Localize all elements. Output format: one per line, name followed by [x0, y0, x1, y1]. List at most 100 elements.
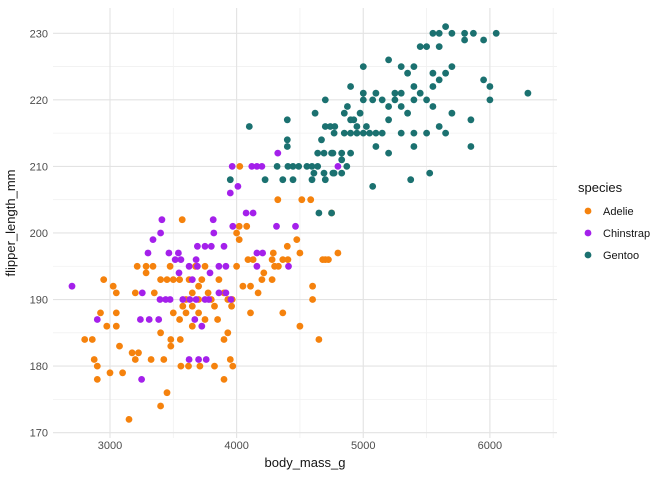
data-point: [423, 43, 430, 50]
data-point: [429, 29, 437, 37]
data-point: [325, 256, 332, 263]
data-point: [461, 29, 468, 37]
data-point: [201, 262, 209, 270]
data-point: [243, 222, 251, 230]
data-point: [245, 123, 253, 130]
data-point: [157, 276, 165, 283]
legend-entry-gentoo: Gentoo: [584, 250, 639, 262]
data-point: [177, 362, 185, 370]
data-point: [369, 96, 377, 104]
data-point: [273, 222, 280, 230]
data-point: [112, 322, 120, 330]
data-point: [167, 342, 175, 350]
data-point: [429, 69, 437, 77]
data-point: [410, 96, 418, 104]
data-point: [149, 262, 157, 270]
data-point: [147, 356, 155, 363]
data-point: [202, 356, 210, 363]
data-point: [188, 289, 196, 297]
data-point: [492, 29, 500, 37]
legend: species Adelie Chinstrap Gentoo: [578, 180, 650, 262]
data-point: [198, 276, 206, 283]
data-point: [185, 262, 193, 270]
data-point: [188, 322, 196, 330]
data-point: [308, 176, 316, 184]
data-point: [366, 129, 373, 137]
data-point: [416, 89, 424, 97]
data-point: [303, 163, 311, 170]
data-point: [176, 316, 184, 323]
data-point: [195, 356, 203, 363]
data-point: [269, 249, 277, 257]
data-point: [353, 129, 361, 137]
data-point: [175, 249, 182, 257]
data-point: [222, 262, 230, 270]
data-point: [318, 136, 325, 144]
data-point: [195, 309, 203, 317]
data-point: [372, 129, 380, 137]
data-point: [338, 156, 346, 164]
data-point: [131, 289, 139, 297]
data-point: [334, 163, 342, 170]
data-point: [359, 63, 367, 70]
data-point: [179, 302, 187, 310]
data-point: [131, 356, 139, 363]
data-point: [283, 143, 291, 150]
data-point: [198, 322, 206, 330]
data-point: [429, 83, 437, 90]
y-tick-label: 190: [30, 295, 48, 307]
data-point: [253, 249, 261, 257]
data-point: [201, 242, 209, 250]
data-point: [177, 256, 185, 263]
legend-key-dot: [584, 251, 592, 259]
data-point: [309, 282, 316, 290]
data-point: [289, 163, 297, 170]
data-point: [423, 96, 430, 104]
data-point: [442, 23, 449, 30]
data-point: [144, 249, 152, 257]
data-point: [480, 76, 487, 84]
data-point: [397, 103, 405, 110]
data-point: [385, 103, 392, 110]
data-point: [166, 262, 174, 270]
data-point: [347, 129, 354, 137]
data-point: [97, 309, 104, 317]
data-point: [391, 89, 399, 97]
data-point: [404, 109, 411, 117]
data-point: [353, 123, 361, 130]
data-point: [258, 163, 266, 170]
data-point: [295, 163, 303, 170]
y-tick-label: 170: [30, 428, 48, 440]
data-point: [106, 369, 114, 377]
data-point: [93, 376, 101, 383]
data-point: [244, 256, 252, 263]
series-gentoo: [226, 23, 532, 217]
data-point: [186, 296, 194, 303]
data-point: [215, 276, 223, 283]
data-point: [331, 123, 339, 130]
data-point: [211, 362, 218, 370]
data-point: [249, 209, 257, 217]
data-point: [307, 196, 315, 204]
data-point: [176, 336, 184, 343]
data-point: [185, 356, 193, 363]
data-point: [363, 123, 370, 130]
data-point: [407, 176, 415, 184]
data-point: [229, 222, 237, 230]
data-point: [235, 222, 243, 230]
x-tick-label: 4000: [224, 440, 248, 452]
data-point: [226, 176, 234, 184]
data-point: [222, 289, 230, 297]
data-point: [470, 29, 477, 37]
data-point: [158, 216, 166, 224]
data-point: [328, 149, 335, 157]
data-point: [233, 262, 241, 270]
legend-entries: Adelie Chinstrap Gentoo: [584, 206, 650, 262]
data-point: [119, 369, 126, 377]
data-point: [320, 149, 328, 157]
data-point: [410, 63, 418, 70]
data-point: [195, 282, 203, 290]
data-point: [328, 209, 335, 217]
data-point: [378, 129, 386, 137]
data-point: [81, 336, 89, 343]
